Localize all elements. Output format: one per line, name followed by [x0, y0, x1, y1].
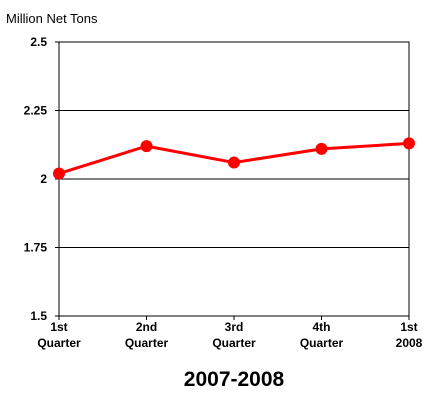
- data-point: [228, 156, 240, 169]
- y-tick-label: 2: [40, 172, 47, 186]
- x-tick-label: 4th Quarter: [300, 320, 344, 350]
- x-axis-ticks: 1st Quarter 2nd Quarter 3rd Quarter 4th Quarter…: [37, 316, 423, 350]
- y-tick-label: 2.25: [24, 104, 48, 118]
- y-tick-label: 1.5: [30, 309, 47, 323]
- series-markers: [53, 137, 415, 180]
- x-tick-label: 1st 2008: [396, 320, 423, 350]
- x-tick-label: 3rd Quarter: [212, 320, 256, 350]
- x-tick-label: 2nd Quarter: [125, 320, 169, 350]
- y-axis-ticks: 1.5 1.75 2 2.25 2.5: [24, 35, 59, 323]
- y-axis-label: Million Net Tons: [6, 11, 98, 26]
- gridlines: [59, 110, 409, 248]
- data-point: [140, 140, 153, 153]
- y-tick-label: 1.75: [24, 241, 48, 255]
- x-axis-title: 2007-2008: [184, 368, 285, 391]
- data-point: [53, 167, 65, 180]
- data-point: [403, 137, 415, 150]
- y-tick-label: 2.5: [30, 35, 47, 49]
- data-point: [315, 142, 328, 155]
- x-tick-label: 1st Quarter: [37, 320, 81, 350]
